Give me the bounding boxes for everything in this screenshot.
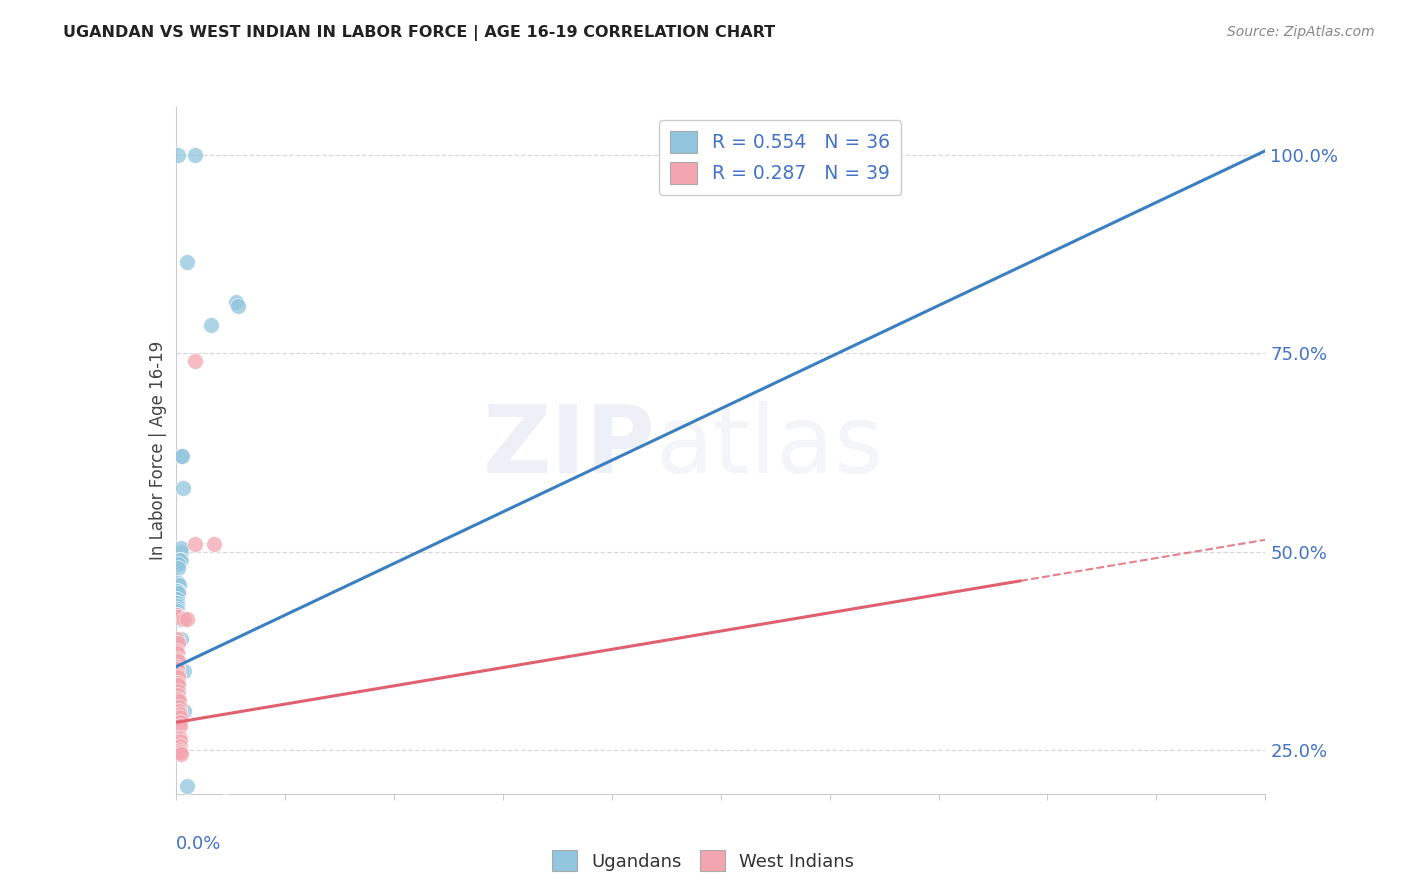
Point	[169, 731, 191, 746]
Point	[169, 719, 191, 733]
Point	[167, 560, 190, 574]
Point	[173, 612, 195, 626]
Point	[166, 592, 188, 607]
Point	[228, 299, 250, 313]
Point	[166, 584, 188, 599]
Point	[169, 733, 191, 747]
Point	[167, 667, 190, 681]
Point	[169, 552, 191, 566]
Legend: R = 0.554   N = 36, R = 0.287   N = 39: R = 0.554 N = 36, R = 0.287 N = 39	[659, 120, 901, 195]
Point	[176, 779, 198, 793]
Point	[169, 739, 191, 754]
Point	[167, 688, 190, 702]
Point	[225, 294, 247, 309]
Point	[167, 584, 190, 599]
Point	[167, 609, 190, 624]
Point	[214, 795, 236, 809]
Point	[170, 450, 193, 464]
Point	[219, 803, 242, 817]
Point	[167, 699, 190, 714]
Point	[169, 710, 191, 724]
Point	[202, 537, 225, 551]
Point	[166, 596, 188, 610]
Point	[169, 745, 191, 759]
Point	[167, 694, 190, 708]
Point	[169, 715, 191, 730]
Point	[170, 552, 193, 566]
Point	[167, 586, 190, 600]
Point	[169, 743, 191, 757]
Point	[200, 803, 222, 817]
Point	[166, 608, 188, 623]
Point	[172, 481, 194, 495]
Point	[167, 691, 190, 706]
Point	[167, 609, 190, 624]
Point	[173, 704, 195, 718]
Point	[169, 552, 191, 566]
Point	[166, 599, 188, 613]
Point	[184, 354, 207, 368]
Y-axis label: In Labor Force | Age 16-19: In Labor Force | Age 16-19	[149, 341, 167, 560]
Point	[169, 612, 191, 626]
Legend: Ugandans, West Indians: Ugandans, West Indians	[544, 843, 862, 879]
Text: atlas: atlas	[655, 401, 883, 493]
Point	[169, 552, 191, 566]
Point	[200, 318, 222, 333]
Point	[167, 704, 190, 718]
Point	[167, 578, 190, 592]
Point	[184, 537, 207, 551]
Text: 0.0%: 0.0%	[176, 835, 221, 853]
Point	[169, 747, 191, 761]
Point	[167, 654, 190, 668]
Point	[167, 552, 190, 566]
Text: ZIP: ZIP	[482, 401, 655, 493]
Point	[167, 576, 190, 591]
Point	[170, 541, 193, 555]
Point	[166, 632, 188, 646]
Point	[184, 147, 207, 161]
Text: Source: ZipAtlas.com: Source: ZipAtlas.com	[1227, 25, 1375, 39]
Point	[167, 675, 190, 690]
Point	[172, 450, 194, 464]
Point	[167, 636, 190, 650]
Point	[166, 652, 188, 666]
Point	[167, 678, 190, 692]
Point	[167, 683, 190, 698]
Point	[170, 632, 193, 646]
Text: UGANDAN VS WEST INDIAN IN LABOR FORCE | AGE 16-19 CORRELATION CHART: UGANDAN VS WEST INDIAN IN LABOR FORCE | …	[63, 25, 775, 41]
Point	[166, 644, 188, 658]
Point	[167, 670, 190, 684]
Point	[166, 602, 188, 616]
Point	[166, 662, 188, 676]
Point	[170, 544, 193, 558]
Point	[176, 255, 198, 269]
Point	[176, 612, 198, 626]
Point	[217, 798, 239, 813]
Point	[166, 604, 188, 618]
Point	[169, 707, 191, 722]
Point	[166, 596, 188, 610]
Point	[167, 557, 190, 571]
Point	[173, 664, 195, 678]
Point	[166, 660, 188, 674]
Point	[166, 646, 188, 660]
Point	[167, 147, 190, 161]
Point	[167, 608, 190, 623]
